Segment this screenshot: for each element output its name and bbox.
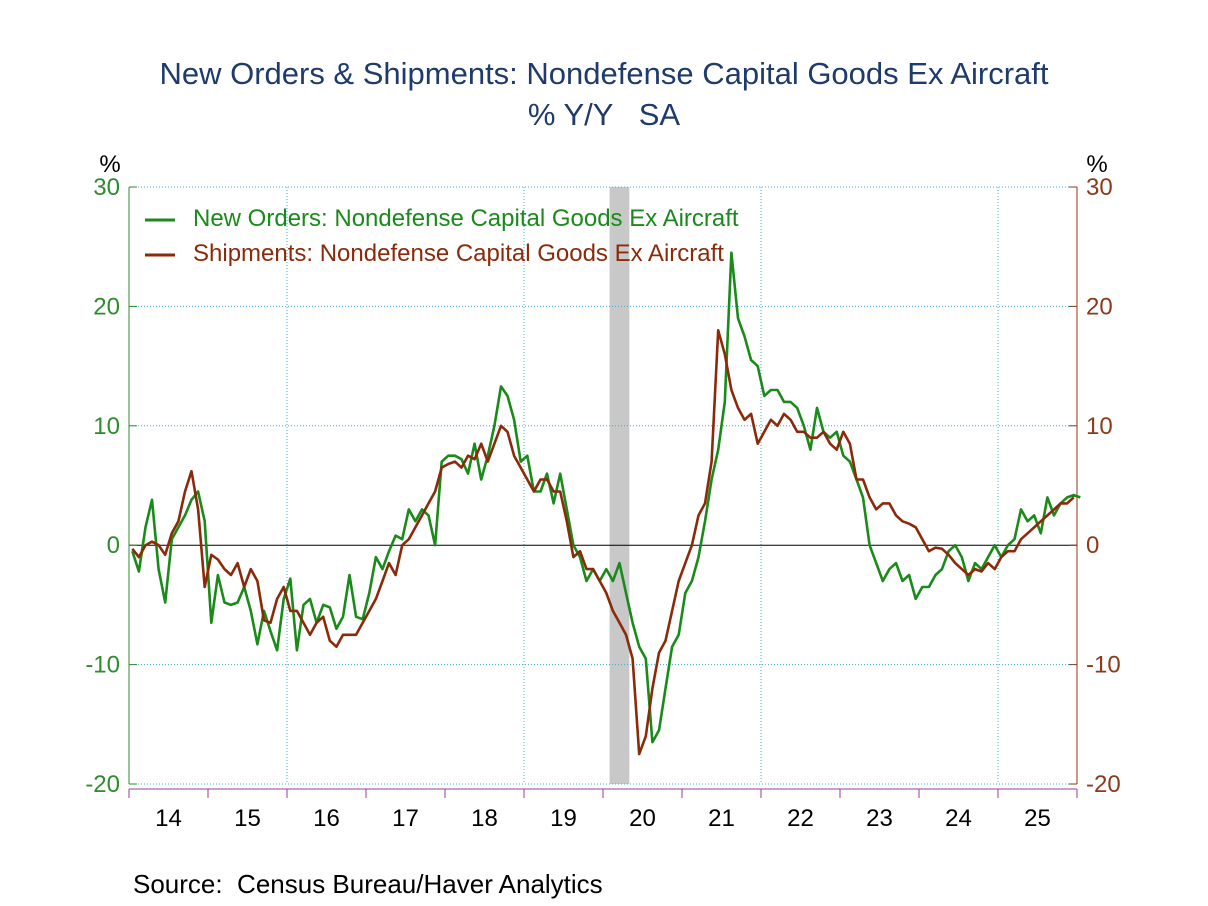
right-axis-tick-label: 30 bbox=[1086, 174, 1113, 201]
legend-label-new-orders: New Orders: Nondefense Capital Goods Ex … bbox=[193, 205, 739, 232]
x-axis-tick-label: 16 bbox=[313, 805, 340, 832]
left-axis-unit: % bbox=[99, 151, 120, 178]
x-axis-tick-label: 21 bbox=[708, 805, 735, 832]
right-axis-tick-label: -20 bbox=[1086, 771, 1121, 798]
left-axis-tick-label: -20 bbox=[85, 771, 120, 798]
chart-subtitle: % Y/Y SA bbox=[528, 97, 681, 132]
x-axis-tick-label: 25 bbox=[1024, 805, 1051, 832]
left-axis-tick-label: -10 bbox=[85, 652, 120, 679]
right-axis-tick-label: 10 bbox=[1086, 413, 1113, 440]
right-axis-tick-label: -10 bbox=[1086, 652, 1121, 679]
source-note: Source: Census Bureau/Haver Analytics bbox=[133, 869, 603, 899]
x-axis-tick-label: 18 bbox=[471, 805, 498, 832]
left-axis-tick-label: 30 bbox=[93, 174, 120, 201]
left-axis-tick-label: 0 bbox=[107, 532, 120, 559]
axes: 30 30 20 20 10 10 0 0 -10 -10 -20 -20 14 15 16 17 18 19 20… bbox=[85, 174, 1120, 832]
x-axis-tick-label: 22 bbox=[787, 805, 814, 832]
series-lines bbox=[131, 251, 1081, 756]
x-axis-tick-label: 15 bbox=[234, 805, 261, 832]
chart-title: New Orders & Shipments: Nondefense Capit… bbox=[159, 56, 1048, 91]
right-axis-tick-label: 0 bbox=[1086, 532, 1099, 559]
gridlines bbox=[129, 186, 1077, 785]
x-axis-tick-label: 14 bbox=[155, 805, 182, 832]
legend-label-shipments: Shipments: Nondefense Capital Goods Ex A… bbox=[193, 240, 724, 267]
recession-band-layer bbox=[609, 187, 630, 784]
series-line-shipments bbox=[131, 328, 1075, 756]
legend: New Orders: Nondefense Capital Goods Ex … bbox=[145, 205, 739, 267]
right-axis-unit: % bbox=[1086, 151, 1107, 178]
x-axis-tick-label: 23 bbox=[866, 805, 893, 832]
right-axis-tick-label: 20 bbox=[1086, 293, 1113, 320]
x-axis-tick-label: 24 bbox=[945, 805, 972, 832]
left-axis-tick-label: 20 bbox=[93, 293, 120, 320]
x-axis-tick-label: 17 bbox=[392, 805, 419, 832]
recession-band bbox=[609, 187, 630, 784]
series-line-new-orders bbox=[131, 251, 1081, 744]
x-axis-tick-label: 19 bbox=[550, 805, 577, 832]
left-axis-tick-label: 10 bbox=[93, 413, 120, 440]
x-axis-tick-label: 20 bbox=[629, 805, 656, 832]
